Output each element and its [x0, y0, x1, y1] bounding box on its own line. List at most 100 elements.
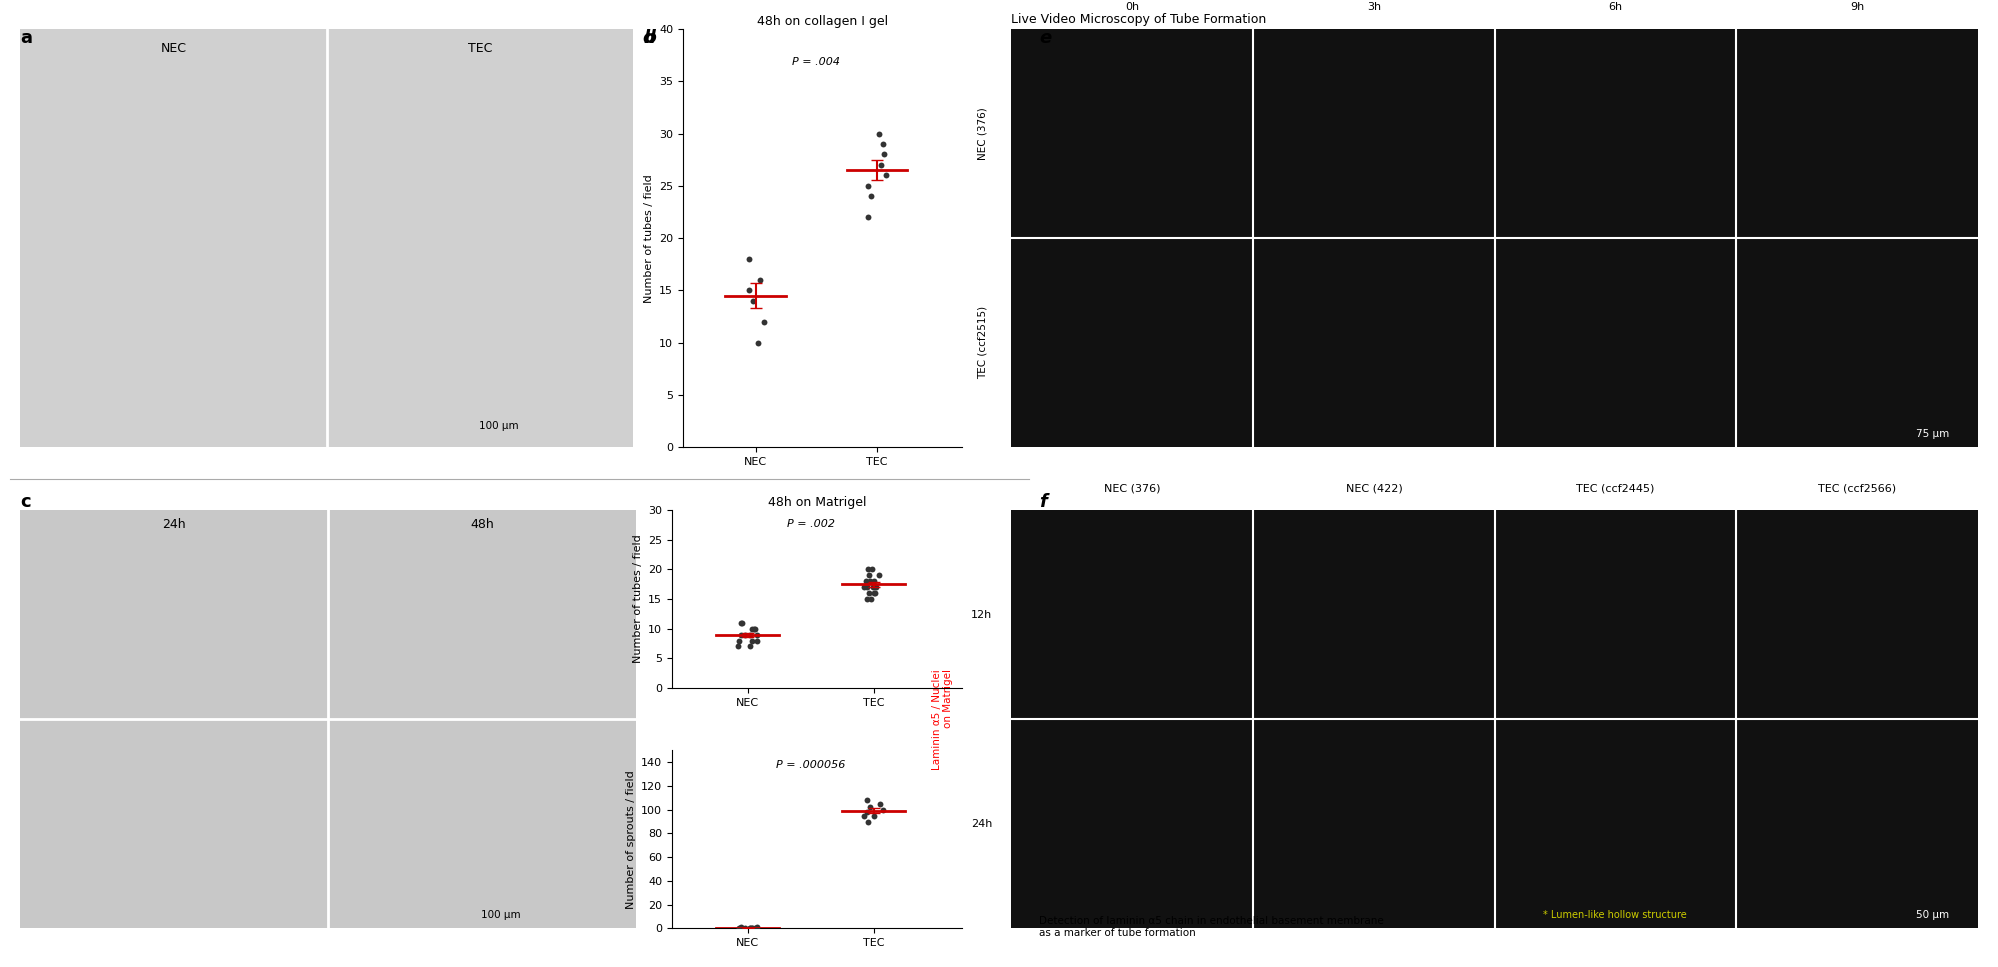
- Point: [851, 579, 883, 595]
- Text: P = .002: P = .002: [787, 519, 835, 529]
- Point: [741, 632, 773, 648]
- Point: [849, 579, 881, 595]
- Point: [851, 573, 883, 589]
- Point: [857, 807, 889, 823]
- Text: NEC (422): NEC (422): [1345, 484, 1403, 493]
- Text: e: e: [1039, 29, 1051, 47]
- Point: [741, 920, 773, 935]
- Point: [733, 627, 765, 642]
- Title: 48h on Matrigel: 48h on Matrigel: [767, 496, 867, 509]
- Point: [729, 627, 761, 642]
- Text: TEC (ccf2566): TEC (ccf2566): [1818, 484, 1896, 493]
- Point: [743, 273, 775, 288]
- Point: [733, 921, 765, 936]
- Point: [733, 282, 765, 298]
- Text: 100 μm: 100 μm: [480, 421, 517, 430]
- Point: [867, 147, 899, 162]
- Point: [739, 621, 771, 636]
- Point: [737, 293, 769, 308]
- Point: [725, 920, 757, 935]
- Text: 50 μm: 50 μm: [1916, 910, 1948, 920]
- Text: 75 μm: 75 μm: [1916, 429, 1948, 439]
- Text: 9h: 9h: [1850, 2, 1864, 13]
- Point: [867, 802, 899, 817]
- Point: [729, 921, 761, 936]
- Point: [733, 921, 765, 936]
- Point: [851, 591, 883, 606]
- Text: 3h: 3h: [1367, 2, 1381, 13]
- Point: [723, 632, 755, 648]
- Point: [867, 136, 899, 152]
- Point: [733, 639, 765, 655]
- Text: P = .000056: P = .000056: [775, 759, 845, 770]
- Text: P = .004: P = .004: [793, 57, 841, 68]
- Point: [853, 178, 885, 193]
- Text: a: a: [20, 29, 32, 47]
- Text: * Lumen-like hollow structure: * Lumen-like hollow structure: [1542, 910, 1686, 920]
- Point: [739, 921, 771, 936]
- Point: [851, 805, 883, 820]
- Point: [851, 792, 883, 807]
- Point: [859, 579, 891, 595]
- Point: [723, 921, 755, 936]
- Text: 24h: 24h: [971, 819, 993, 829]
- Point: [725, 615, 757, 630]
- Text: 48h: 48h: [470, 518, 494, 532]
- Point: [735, 632, 767, 648]
- Point: [725, 921, 757, 936]
- Point: [725, 627, 757, 642]
- Point: [857, 562, 889, 577]
- Point: [737, 921, 769, 936]
- Text: d: d: [641, 29, 655, 47]
- Text: 12h: 12h: [971, 609, 993, 620]
- Text: NEC: NEC: [160, 42, 186, 54]
- Point: [853, 573, 885, 589]
- Y-axis label: Number of sprouts / field: Number of sprouts / field: [625, 770, 635, 909]
- Text: f: f: [1039, 493, 1047, 512]
- Text: Live Video Microscopy of Tube Formation: Live Video Microscopy of Tube Formation: [1011, 14, 1267, 26]
- Y-axis label: Number of tubes / field: Number of tubes / field: [633, 535, 643, 663]
- Text: b: b: [643, 29, 655, 47]
- Point: [847, 807, 879, 823]
- Point: [853, 800, 885, 815]
- Point: [733, 251, 765, 267]
- Text: 100 μm: 100 μm: [480, 910, 519, 920]
- Point: [741, 627, 773, 642]
- Point: [725, 615, 757, 630]
- Point: [721, 639, 753, 655]
- Point: [857, 573, 889, 589]
- Point: [737, 621, 769, 636]
- Point: [855, 591, 887, 606]
- Point: [735, 921, 767, 936]
- Point: [739, 621, 771, 636]
- Point: [865, 158, 897, 173]
- Text: Laminin α5 / Nuclei
on Matrigel: Laminin α5 / Nuclei on Matrigel: [931, 669, 953, 770]
- Text: TEC (ccf2515): TEC (ccf2515): [977, 307, 987, 379]
- Text: 0h: 0h: [1125, 2, 1139, 13]
- Text: 24h: 24h: [162, 518, 186, 532]
- Point: [857, 585, 889, 601]
- Text: NEC (376): NEC (376): [1105, 484, 1161, 493]
- Point: [869, 167, 901, 183]
- Point: [857, 579, 889, 595]
- Point: [855, 189, 887, 204]
- Point: [851, 562, 883, 577]
- Title: 48h on collagen I gel: 48h on collagen I gel: [757, 15, 887, 28]
- Text: 6h: 6h: [1608, 2, 1622, 13]
- Y-axis label: Number of tubes / field: Number of tubes / field: [643, 174, 653, 303]
- Text: TEC (ccf2445): TEC (ccf2445): [1576, 484, 1654, 493]
- Point: [853, 585, 885, 601]
- Text: Detection of laminin α5 chain in endothelial basement membrane
as a marker of tu: Detection of laminin α5 chain in endothe…: [1039, 917, 1385, 938]
- Text: TEC: TEC: [468, 42, 492, 54]
- Text: NEC (376): NEC (376): [977, 107, 987, 160]
- Point: [859, 585, 891, 601]
- Point: [853, 568, 885, 583]
- Text: c: c: [20, 493, 30, 512]
- Point: [851, 814, 883, 830]
- Point: [741, 335, 773, 350]
- Point: [863, 126, 895, 141]
- Point: [863, 568, 895, 583]
- Point: [865, 796, 897, 811]
- Point: [749, 314, 781, 330]
- Point: [851, 210, 883, 225]
